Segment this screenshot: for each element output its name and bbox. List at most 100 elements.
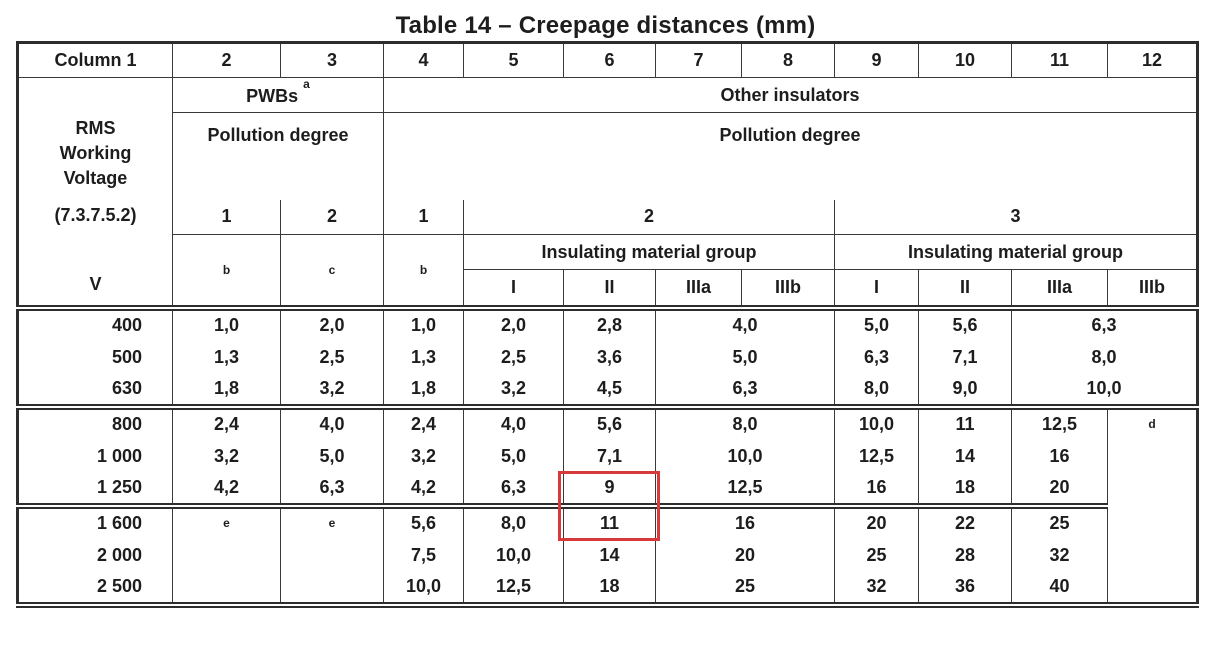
data-cell: 2,5 [463,340,564,374]
data-cell: 1,8 [383,373,464,407]
footnote-e-mark: e [172,502,281,605]
footnote-b-mark: b [172,234,281,308]
data-cell: 7,1 [918,340,1012,374]
data-cell: 5,0 [280,439,384,473]
data-cell: 8,0 [463,502,564,539]
unit-label: V [89,274,102,294]
data-cell: 5,6 [383,502,464,539]
other-insulators-header: Other insulators [383,77,1198,113]
data-cell: 4,2 [383,472,464,506]
data-value: 9 [604,477,615,497]
data-cell: 3,6 [563,340,656,374]
voltage-cell: 500 [17,340,173,374]
data-cell: 10,0 [1011,373,1198,407]
material-group-row: I II IIIa IIIb I II IIIa IIIb [18,269,1198,308]
table-title: Table 14 – Creepage distances (mm) [395,12,816,39]
table-row-800: 800 2,4 4,0 2,4 4,0 5,6 8,0 10,0 11 12,5… [17,403,1198,605]
data-cell: 6,3 [1011,304,1198,341]
data-cell: 11 [918,403,1012,440]
data-cell: 36 [918,571,1012,605]
group-I-pd2: I [463,269,564,308]
group-IIIb-pd3: IIIb [1107,269,1198,308]
footnote-a-mark: a [303,76,310,91]
data-cell: 1,0 [172,304,281,341]
data-cell: 8,0 [834,373,919,407]
voltage-cell: 1 600 [17,502,173,539]
pwbs-degree-2: 2 [280,199,384,235]
group-I-pd3: I [834,269,919,308]
data-cell: 32 [1011,538,1108,572]
data-cell: 6,3 [655,373,835,407]
data-cell: 16 [655,502,835,539]
data-cell: 10,0 [383,571,464,605]
data-cell: 14 [918,439,1012,473]
data-cell: 12,5 [655,472,835,506]
data-cell: 2,0 [463,304,564,341]
pwbs-degree-1: 1 [172,199,281,235]
other-degree-2: 2 [463,199,835,235]
data-cell: 5,6 [563,403,656,440]
table-row-1600: 1 600 e e 5,6 8,0 11 16 20 22 25 [17,502,1198,605]
data-cell: 32 [834,571,919,605]
data-cell: 22 [918,502,1012,539]
data-cell: 2,4 [172,403,281,440]
data-cell: 3,2 [172,439,281,473]
data-cell: 1,8 [172,373,281,407]
column-header-4: 4 [383,42,464,78]
table-row-400: 400 1,0 2,0 1,0 2,0 2,8 4,0 5,0 5,6 6,3 [17,304,1198,341]
column-header-3: 3 [280,42,384,78]
insulating-material-group-pd3: Insulating material group [834,234,1198,270]
clause-ref: (7.3.7.5.2) [54,205,137,225]
data-cell: 6,3 [463,472,564,506]
insulator-type-row: RMS Working Voltage (7.3.7.5.2) V PWBsa … [17,76,1198,308]
pollution-degree-pwbs-header: Pollution degree [172,112,384,200]
data-cell: 12,5 [463,571,564,605]
data-cell: 4,2 [172,472,281,506]
table-row-2000: 2 000 7,5 10,0 14 20 25 28 32 [17,538,1198,572]
footnote-b2-mark: b [383,234,464,308]
column-header-7: 7 [655,42,742,78]
data-cell: 20 [834,502,919,539]
data-cell: 12,5 [1011,403,1108,440]
data-cell: 18 [563,571,656,605]
table-row-1000: 1 000 3,2 5,0 3,2 5,0 7,1 10,0 12,5 14 1… [17,439,1198,473]
voltage-cell: 800 [17,403,173,440]
data-cell: 1,0 [383,304,464,341]
data-cell: 5,0 [655,340,835,374]
data-cell: 28 [918,538,1012,572]
data-cell: 5,6 [918,304,1012,341]
pollution-degree-label-row: Pollution degree Pollution degree [18,112,1198,200]
pwbs-header: PWBsa [172,76,384,113]
table-row-1250: 1 250 4,2 6,3 4,2 6,3 9 12,5 16 18 20 [17,470,1198,541]
pollution-degree-other-header: Pollution degree [383,112,1198,200]
data-cell: 3,2 [383,439,464,473]
data-cell: 12,5 [834,439,919,473]
data-cell: 20 [655,538,835,572]
group-IIIa-pd3: IIIa [1011,269,1108,308]
pollution-degree-number-row: 1 2 1 2 3 [18,199,1198,235]
data-cell: 1,3 [172,340,281,374]
voltage-cell: 630 [17,373,173,407]
data-cell: 25 [834,538,919,572]
data-cell: 10,0 [834,403,919,440]
pwbs-label: PWBs [246,85,299,106]
data-cell: 25 [655,571,835,605]
data-cell: 6,3 [834,340,919,374]
data-cell: 7,5 [383,538,464,572]
column-header-12: 12 [1107,42,1198,78]
column-header-2: 2 [172,42,281,78]
data-cell: 2,5 [280,340,384,374]
voltage-cell: 1 000 [17,439,173,473]
data-cell: 2,8 [563,304,656,341]
rms-working-voltage-header: RMS Working Voltage (7.3.7.5.2) V [17,77,173,308]
data-cell: 8,0 [655,403,835,440]
voltage-cell: 400 [17,304,173,341]
column-header-11: 11 [1011,42,1108,78]
data-cell: 4,0 [655,304,835,341]
data-cell: 10,0 [463,538,564,572]
voltage-cell: 2 000 [17,538,173,572]
data-cell: 2,4 [383,403,464,440]
voltage-cell: 2 500 [17,571,173,605]
data-cell: 2,0 [280,304,384,341]
